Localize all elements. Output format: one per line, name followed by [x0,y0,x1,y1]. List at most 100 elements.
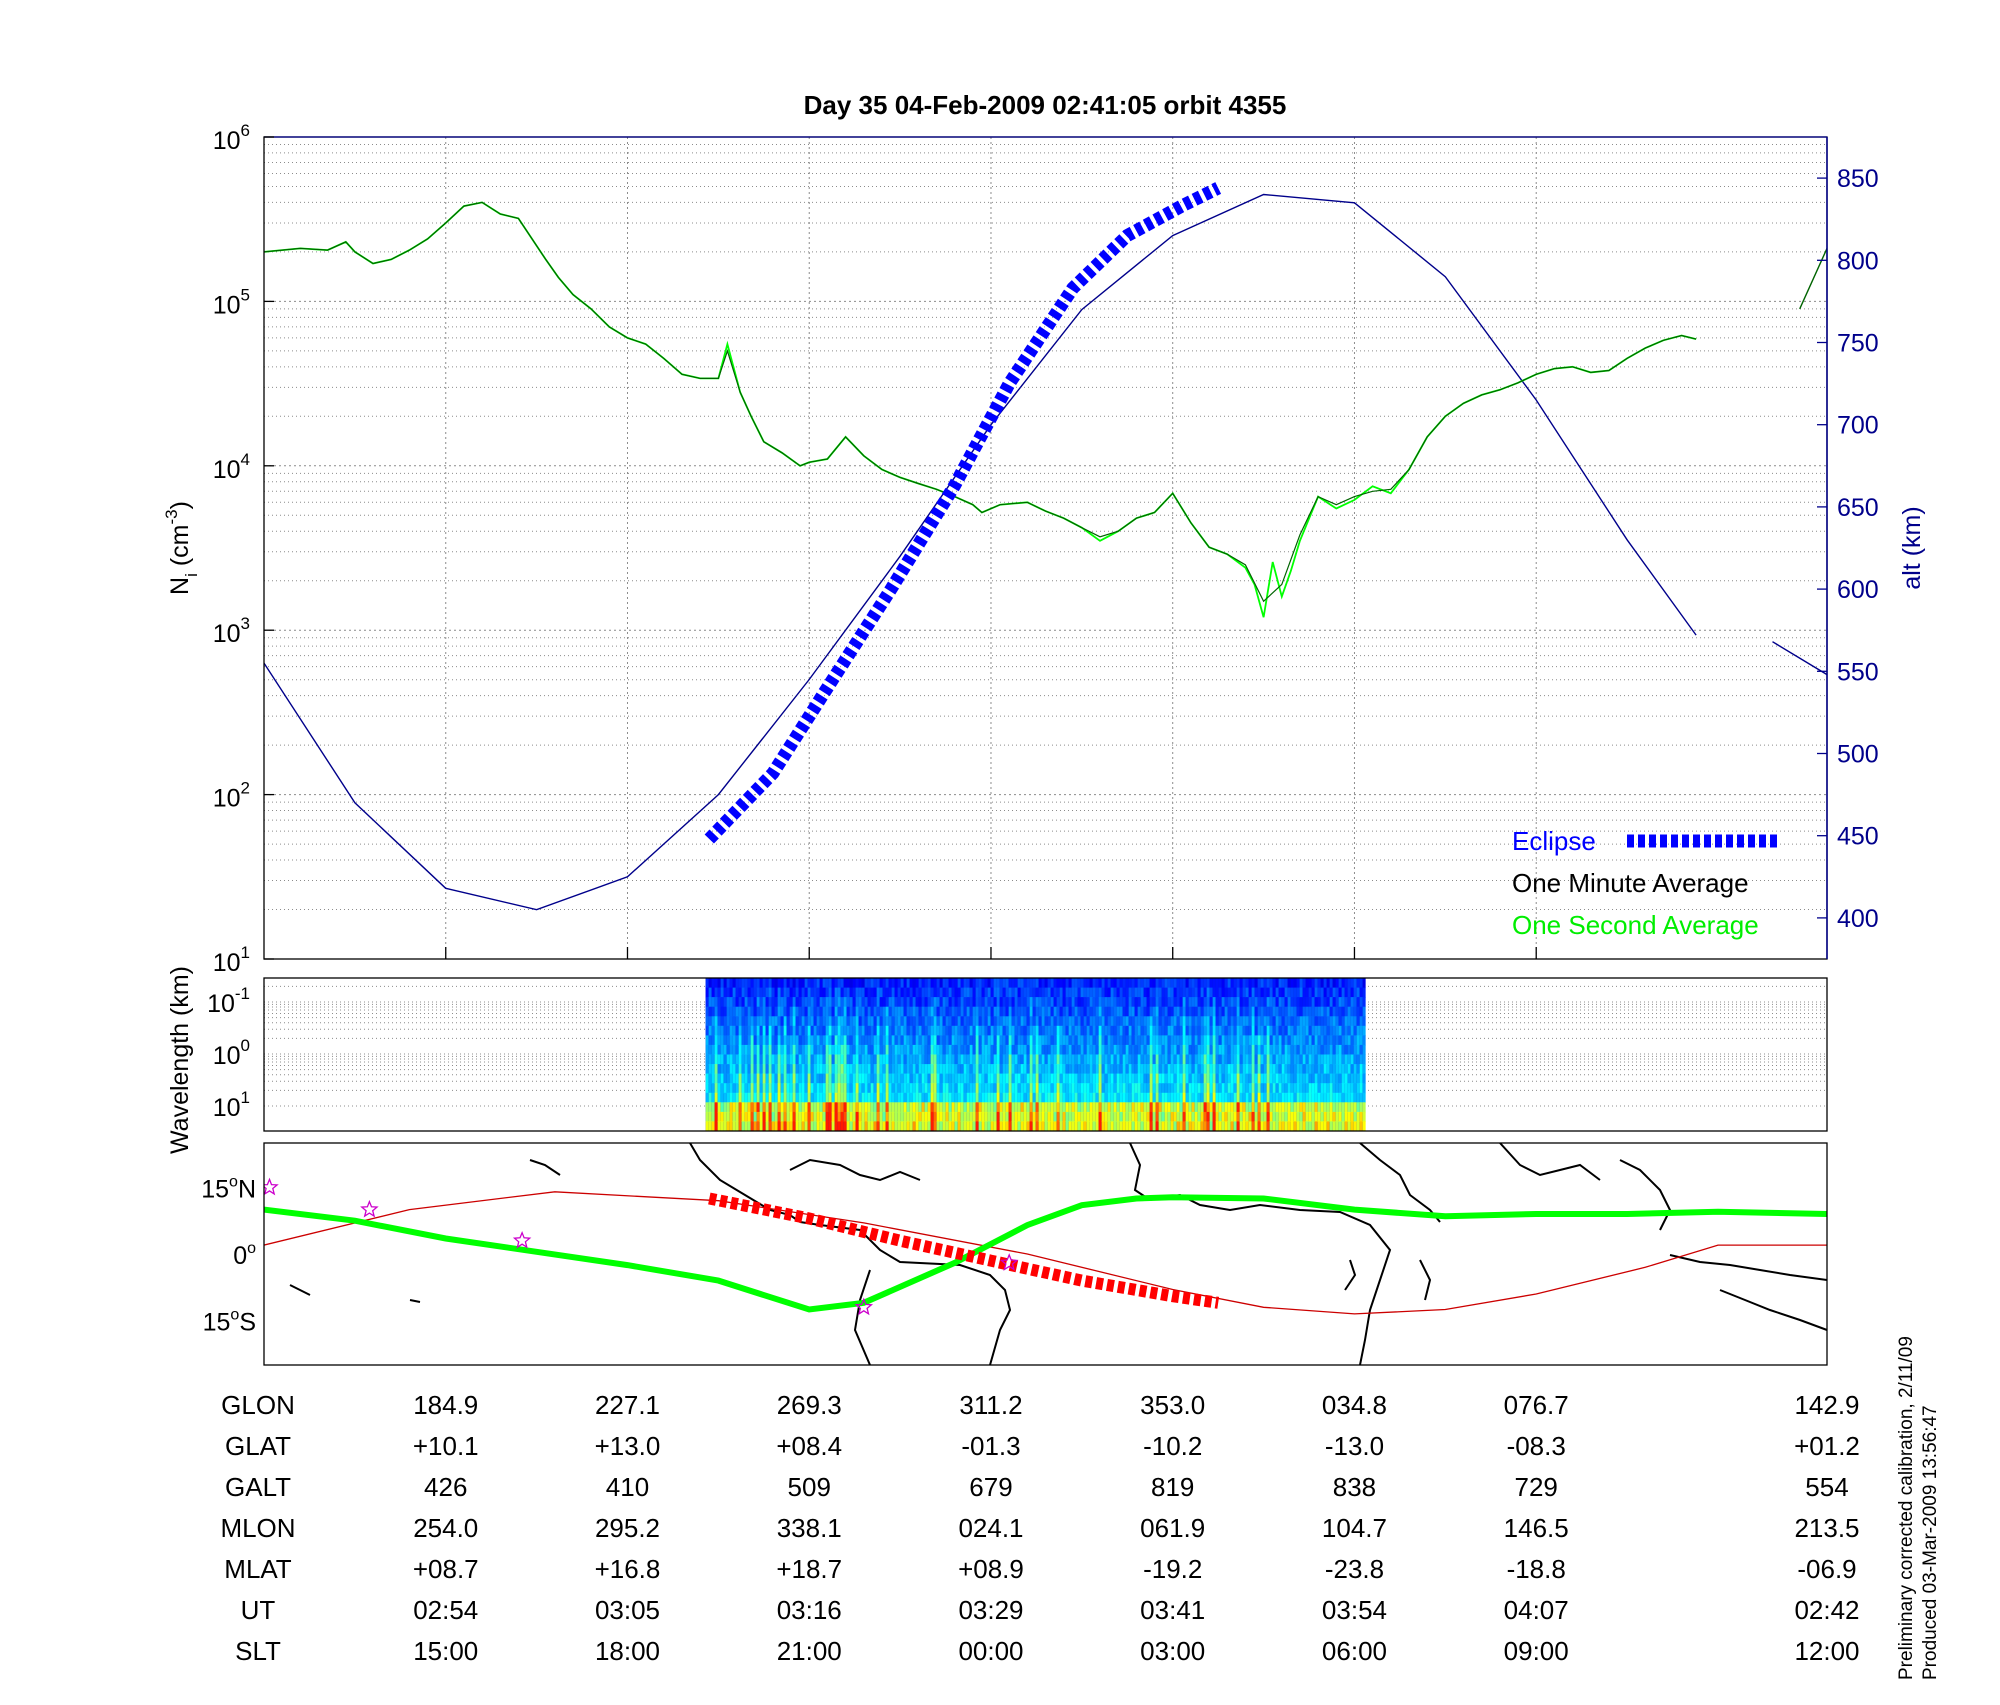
spectrogram-cell [933,1054,937,1065]
spectrogram-cell [1164,1025,1168,1036]
spectrogram-cell [1245,1054,1249,1065]
spectrogram-cell [831,1035,835,1046]
spectrogram-cell [1326,997,1330,1008]
spectrogram-cell [1134,987,1138,998]
spectrogram-cell [1296,1035,1300,1046]
spectrogram-cell [750,1054,754,1065]
spectrogram-cell [1230,1083,1234,1094]
spectrogram-cell [975,1064,979,1075]
spectrogram-cell [783,1025,787,1036]
spectrogram-cell [1356,1054,1360,1065]
spectrogram-cell [1263,1025,1267,1036]
spectrogram-cell [1131,987,1135,998]
spectrogram-cell [1119,1073,1123,1084]
spectrogram-cell [1332,1111,1336,1122]
spectrogram-cell [915,997,919,1008]
spectrogram-cell [888,997,892,1008]
spectrogram-cell [870,1073,874,1084]
spectrogram-cell [876,1035,880,1046]
spectrogram-cell [999,1083,1003,1094]
spectrogram-cell [807,1073,811,1084]
spectrogram-cell [1119,1054,1123,1065]
spectrogram-cell [1053,1102,1057,1113]
spectrogram-cell [816,1006,820,1017]
spectrogram-cell [1029,1121,1033,1131]
spectrogram-cell [810,978,814,989]
spectrogram-cell [909,1083,913,1094]
spectrogram-cell [801,1044,805,1055]
spectrogram-cell [1194,1111,1198,1122]
spectrogram-cell [1200,1016,1204,1027]
spectrogram-cell [1218,1016,1222,1027]
spectrogram-cell [1257,1092,1261,1103]
spectrogram-cell [1098,997,1102,1008]
spectrogram-cell [747,1102,751,1113]
spectrogram-cell [969,987,973,998]
spectrogram-cell [711,1111,715,1122]
spectrogram-cell [936,978,940,989]
spectrogram-cell [1029,987,1033,998]
spectrogram-cell [1116,1064,1120,1075]
spectrogram-cell [963,1073,967,1084]
spectrogram-cell [1257,1102,1261,1113]
spectrogram-cell [1131,978,1135,989]
spectrogram-cell [981,1035,985,1046]
spectrogram-cell [1161,1121,1165,1131]
spectrogram-cell [1359,1006,1363,1017]
spectrogram-cell [1212,1083,1216,1094]
spectrogram-cell [861,997,865,1008]
spectrogram-cell [1038,1092,1042,1103]
spectrogram-cell [1284,1035,1288,1046]
spectrogram-cell [873,1054,877,1065]
spectrogram-cell [1260,1121,1264,1131]
spectrogram-cell [945,987,949,998]
spectrogram-cell [1242,997,1246,1008]
spectrogram-cell [804,1121,808,1131]
spectrogram-cell [762,1073,766,1084]
spectrogram-cell [774,1006,778,1017]
spectrogram-cell [1008,1006,1012,1017]
spectrogram-cell [870,987,874,998]
spectrogram-cell [837,1035,841,1046]
spectrogram-cell [918,1092,922,1103]
spectrogram-cell [1236,1044,1240,1055]
spectrogram-cell [1251,1064,1255,1075]
spectrogram-cell [906,1111,910,1122]
spectrogram-cell [1041,1025,1045,1036]
spectrogram-cell [945,1025,949,1036]
spectrogram-cell [846,987,850,998]
spectrogram-cell [1095,1016,1099,1027]
spectrogram-cell [777,1092,781,1103]
spectrogram-cell [1167,1016,1171,1027]
spectrogram-cell [1074,978,1078,989]
spectrogram-cell [1302,1044,1306,1055]
spectrogram-cell [1242,1102,1246,1113]
spectrogram-cell [1158,1111,1162,1122]
spectrogram-cell [1266,1035,1270,1046]
spectrogram-cell [1059,1025,1063,1036]
spectrogram-cell [834,1054,838,1065]
spectrogram-cell [738,1121,742,1131]
spectrogram-cell [1026,1035,1030,1046]
spectrogram-cell [1290,1006,1294,1017]
spectrogram-cell [795,997,799,1008]
spectrogram-cell [786,978,790,989]
spectrogram-cell [783,1102,787,1113]
spectrogram-cell [933,1111,937,1122]
spectrogram-cell [708,1035,712,1046]
spectrogram-cell [765,1092,769,1103]
spectrogram-cell [1287,1054,1291,1065]
spectrogram-cell [972,1035,976,1046]
spectrogram-cell [1101,978,1105,989]
spectrogram-cell [756,1054,760,1065]
spectrogram-cell [1200,978,1204,989]
map-axes-box [263,1142,1828,1366]
spectrogram-cell [900,987,904,998]
spectrogram-cell [1101,1016,1105,1027]
spectrogram-cell [1236,1064,1240,1075]
spectrogram-cell [852,1016,856,1027]
spectrogram-cell [1095,997,1099,1008]
spectrogram-cell [1188,997,1192,1008]
spectrogram-cell [1335,997,1339,1008]
spectrogram-cell [1092,1044,1096,1055]
